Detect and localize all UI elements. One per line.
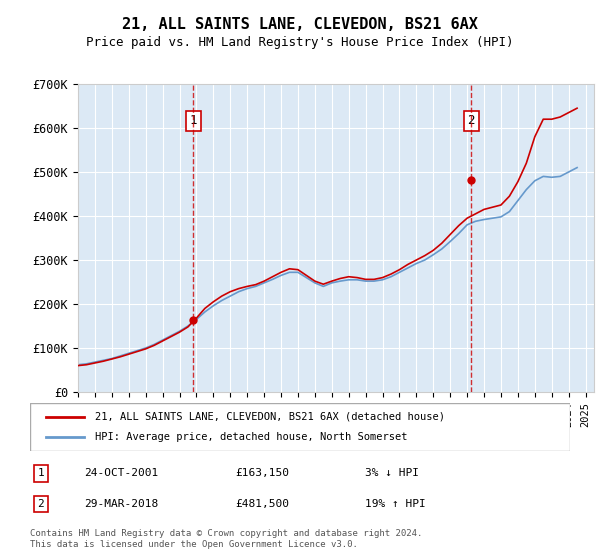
Text: 3% ↓ HPI: 3% ↓ HPI	[365, 468, 419, 478]
Text: 24-OCT-2001: 24-OCT-2001	[84, 468, 158, 478]
Text: 21, ALL SAINTS LANE, CLEVEDON, BS21 6AX (detached house): 21, ALL SAINTS LANE, CLEVEDON, BS21 6AX …	[95, 412, 445, 422]
Text: 19% ↑ HPI: 19% ↑ HPI	[365, 499, 425, 509]
Text: 1: 1	[190, 114, 197, 128]
Text: 1: 1	[37, 468, 44, 478]
Text: 21, ALL SAINTS LANE, CLEVEDON, BS21 6AX: 21, ALL SAINTS LANE, CLEVEDON, BS21 6AX	[122, 17, 478, 32]
FancyBboxPatch shape	[30, 403, 570, 451]
Text: Contains HM Land Registry data © Crown copyright and database right 2024.
This d: Contains HM Land Registry data © Crown c…	[30, 529, 422, 549]
Text: Price paid vs. HM Land Registry's House Price Index (HPI): Price paid vs. HM Land Registry's House …	[86, 36, 514, 49]
Text: £481,500: £481,500	[235, 499, 289, 509]
Text: 2: 2	[37, 499, 44, 509]
Text: 2: 2	[467, 114, 475, 128]
Text: HPI: Average price, detached house, North Somerset: HPI: Average price, detached house, Nort…	[95, 432, 407, 442]
Text: 29-MAR-2018: 29-MAR-2018	[84, 499, 158, 509]
Text: £163,150: £163,150	[235, 468, 289, 478]
